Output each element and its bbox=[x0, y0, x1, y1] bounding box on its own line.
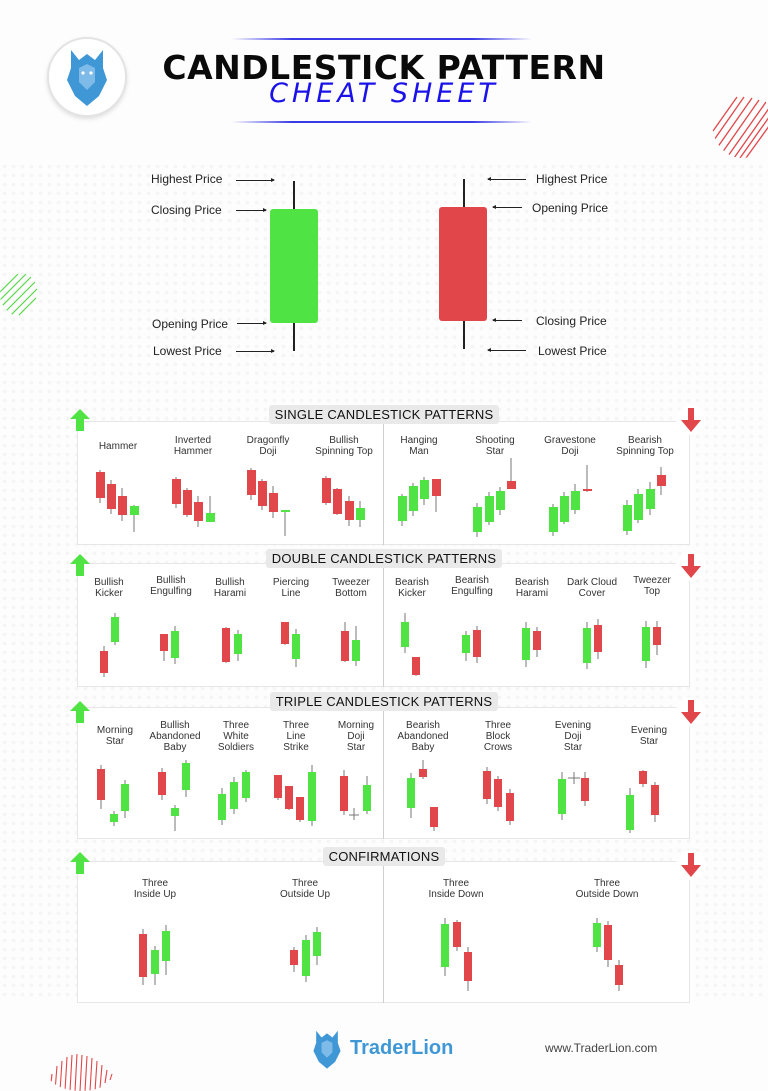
pattern-tweezer-bottom: Tweezer Bottom bbox=[332, 577, 370, 599]
pattern-bullish-engulfing: Bullish Engulfing bbox=[150, 575, 192, 597]
page-subtitle: CHEAT SHEET bbox=[269, 78, 499, 109]
bullish-arrow-up-icon bbox=[70, 852, 90, 874]
label-lowest-price: Lowest Price bbox=[538, 344, 607, 358]
bullish-arrow-up-icon bbox=[70, 409, 90, 431]
pattern-three-inside-down: Three Inside Down bbox=[428, 878, 484, 900]
red-hatch-decoration-top bbox=[712, 96, 768, 158]
label-closing-price: Closing Price bbox=[536, 314, 607, 328]
title-bottom-line bbox=[232, 121, 532, 123]
bearish-arrow-down-icon bbox=[676, 551, 706, 581]
bullish-arrow-up-icon bbox=[70, 701, 90, 723]
bearish-arrow-down-icon bbox=[676, 697, 706, 727]
label-opening-price: Opening Price bbox=[532, 201, 609, 215]
traderlion-logo-badge bbox=[47, 37, 127, 117]
label-closing-price: Closing Price bbox=[151, 203, 222, 217]
pattern-bearish-spinning-top: Bearish Spinning Top bbox=[616, 435, 674, 457]
pattern-shooting-star: Shooting Star bbox=[475, 435, 515, 457]
bearish-arrow-down-icon bbox=[676, 850, 706, 880]
arrow-left-icon bbox=[492, 318, 522, 322]
pattern-bearish-abandoned-baby: Bearish Abandoned Baby bbox=[397, 720, 449, 753]
pattern-tweezer-top: Tweezer Top bbox=[633, 575, 671, 597]
bearish-candle-body bbox=[439, 207, 487, 321]
pattern-bearish-harami: Bearish Harami bbox=[515, 577, 549, 599]
red-hatch-decoration-bottom bbox=[49, 1053, 113, 1091]
pattern-dark-cloud-cover: Dark Cloud Cover bbox=[566, 577, 618, 599]
title-top-line bbox=[232, 38, 532, 40]
pattern-hanging-man: Hanging Man bbox=[400, 435, 438, 457]
label-opening-price: Opening Price bbox=[152, 317, 229, 331]
pattern-bearish-engulfing: Bearish Engulfing bbox=[451, 575, 493, 597]
pattern-bullish-harami: Bullish Harami bbox=[213, 577, 247, 599]
pattern-morning-star: Morning Star bbox=[96, 725, 134, 747]
arrow-right-icon bbox=[236, 178, 275, 182]
pattern-three-inside-up: Three Inside Up bbox=[133, 878, 177, 900]
footer-lion-logo-icon bbox=[313, 1030, 341, 1069]
arrow-left-icon bbox=[487, 348, 526, 352]
footer-brand-name: TraderLion bbox=[350, 1037, 454, 1059]
pattern-evening-star: Evening Star bbox=[630, 725, 668, 747]
pattern-bullish-spinning-top: Bullish Spinning Top bbox=[315, 435, 373, 457]
pattern-morning-doji-star: Morning Doji Star bbox=[337, 720, 375, 753]
label-highest-price: Highest Price bbox=[536, 172, 608, 186]
arrow-left-icon bbox=[487, 177, 526, 181]
label-highest-price: Highest Price bbox=[151, 172, 223, 186]
bullish-candle-body bbox=[270, 209, 318, 323]
pattern-three-white-soldiers: Three White Soldiers bbox=[217, 720, 255, 753]
pattern-bearish-kicker: Bearish Kicker bbox=[395, 577, 429, 599]
pattern-hammer: Hammer bbox=[98, 441, 138, 452]
arrow-right-icon bbox=[236, 208, 267, 212]
bullish-arrow-up-icon bbox=[70, 554, 90, 576]
pattern-bullish-abandoned-baby: Bullish Abandoned Baby bbox=[149, 720, 201, 753]
pattern-dragonfly-doji: Dragonfly Doji bbox=[246, 435, 290, 457]
pattern-inverted-hammer: Inverted Hammer bbox=[173, 435, 213, 457]
section-title-triple: TRIPLE CANDLESTICK PATTERNS bbox=[0, 692, 768, 711]
section-title-double: DOUBLE CANDLESTICK PATTERNS bbox=[0, 549, 768, 568]
page-title: CANDLESTICK PATTERN bbox=[162, 48, 606, 87]
bearish-arrow-down-icon bbox=[676, 405, 706, 435]
footer-website-link[interactable]: www.TraderLion.com bbox=[545, 1041, 658, 1055]
pattern-piercing-line: Piercing Line bbox=[272, 577, 310, 599]
pattern-three-line-strike: Three Line Strike bbox=[282, 720, 310, 753]
pattern-three-outside-up: Three Outside Up bbox=[279, 878, 331, 900]
green-hatch-decoration bbox=[0, 273, 38, 316]
pattern-evening-doji-star: Evening Doji Star bbox=[554, 720, 592, 753]
arrow-right-icon bbox=[237, 321, 267, 325]
section-title-confirmations: CONFIRMATIONS bbox=[0, 847, 768, 866]
arrow-right-icon bbox=[236, 349, 275, 353]
arrow-left-icon bbox=[492, 205, 522, 209]
pattern-three-outside-down: Three Outside Down bbox=[575, 878, 639, 900]
section-title-single: SINGLE CANDLESTICK PATTERNS bbox=[0, 405, 768, 424]
lion-head-icon bbox=[67, 50, 107, 106]
pattern-three-block-crows: Three Block Crows bbox=[483, 720, 513, 753]
pattern-gravestone-doji: Gravestone Doji bbox=[544, 435, 596, 457]
pattern-bullish-kicker: Bullish Kicker bbox=[94, 577, 124, 599]
label-lowest-price: Lowest Price bbox=[153, 344, 222, 358]
